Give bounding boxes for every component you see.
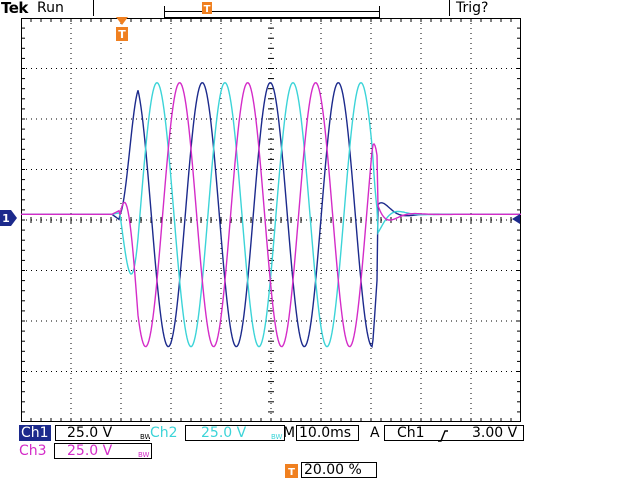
ch1-ground-marker[interactable]: 1 (0, 210, 18, 226)
trigger-position-value: 20.00 % (304, 462, 362, 478)
timebase-value: 10.0ms (299, 425, 352, 441)
record-trigger-marker: T (201, 0, 213, 16)
trigger-position-box (301, 462, 377, 478)
ch3-waveform (21, 81, 521, 348)
ch2-scale: 25.0 V (201, 425, 247, 441)
timebase-readout[interactable]: M 10.0ms (283, 425, 363, 441)
trigger-status: Trig? (456, 0, 489, 16)
ch2-scale-box (185, 425, 285, 441)
ch2-bw-indicator: BW (271, 433, 283, 441)
trigger-marker-icon: T (202, 2, 212, 15)
trigger-level: 3.00 V (472, 425, 518, 441)
ch1-readout[interactable]: Ch1 25.0 V BW (19, 425, 152, 441)
ch3-label: Ch3 (19, 443, 47, 459)
trigger-mode: A (370, 425, 380, 441)
trigger-readout[interactable]: Ch1 3.00 V (384, 425, 524, 442)
svg-text:T: T (118, 28, 126, 41)
header-divider-left (93, 0, 94, 16)
waveform-display[interactable] (0, 17, 530, 427)
svg-text:T: T (204, 4, 211, 15)
ch1-label: Ch1 (19, 425, 51, 441)
trigger-box (384, 425, 524, 441)
brand-logo: Tek (1, 0, 28, 17)
trigger-position-readout-icon: T (285, 463, 298, 478)
trigger-position-readout[interactable]: T 20.00 % (285, 462, 377, 478)
record-position-bar[interactable] (164, 3, 380, 18)
trigger-position-marker[interactable]: T (114, 17, 130, 43)
ch3-bw-indicator: BW (138, 451, 150, 459)
trigger-level-marker[interactable] (512, 209, 520, 224)
graticule (20, 18, 521, 422)
ch1-ground-icon: 1 (0, 210, 17, 226)
acquisition-status: Run (37, 0, 64, 16)
ch1-bw-indicator: BW (140, 433, 152, 441)
ch3-scale-box (54, 443, 152, 459)
record-position-bracket (164, 6, 380, 18)
trigger-level-arrow-icon (512, 214, 520, 224)
svg-text:1: 1 (2, 212, 10, 225)
ch2-readout[interactable]: Ch2 25.0 V BW (150, 425, 285, 441)
timebase-box (296, 425, 359, 441)
ch2-label: Ch2 (150, 425, 178, 441)
ch1-scale: 25.0 V (67, 425, 113, 441)
timebase-label: M (283, 425, 296, 441)
ch3-readout[interactable]: Ch3 25.0 V BW (19, 443, 152, 459)
rising-edge-icon (437, 427, 449, 442)
header-divider-right (449, 0, 450, 16)
ch3-scale: 25.0 V (67, 443, 113, 459)
svg-text:T: T (288, 467, 295, 478)
trigger-position-icon: T (116, 17, 128, 41)
trigger-source: Ch1 (397, 425, 425, 441)
